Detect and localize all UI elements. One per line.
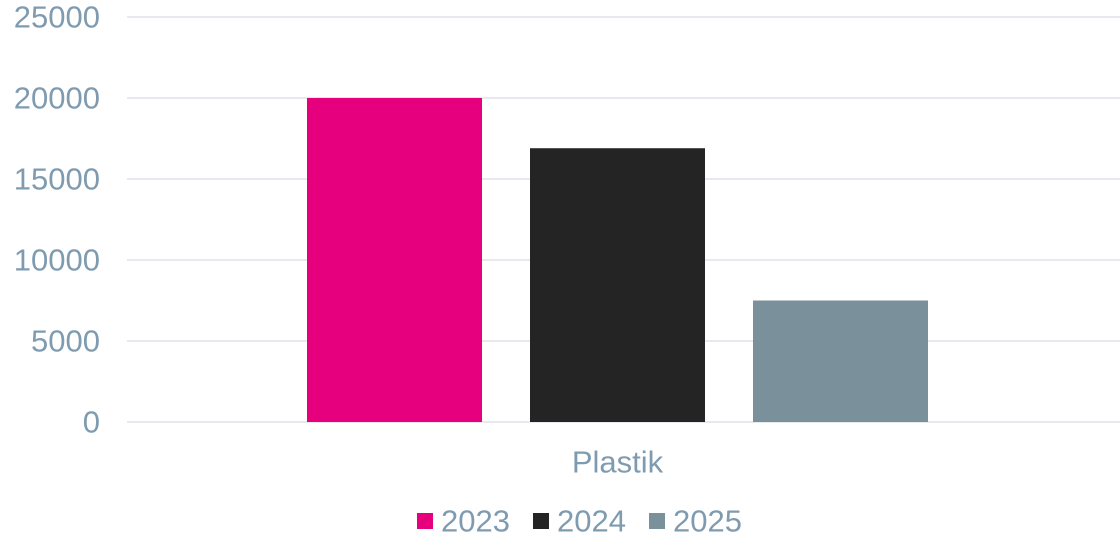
bar-2024-plastik: [530, 148, 705, 422]
legend-label-2023: 2023: [441, 504, 510, 537]
x-category-label: Plastik: [572, 445, 664, 480]
y-tick-label: 10000: [14, 243, 100, 278]
bar-2023-plastik: [307, 98, 482, 422]
x-axis: Plastik: [572, 445, 664, 480]
legend-swatch-2023: [417, 513, 433, 529]
legend-label-2025: 2025: [673, 504, 742, 537]
y-tick-label: 20000: [14, 81, 100, 116]
y-tick-label: 0: [83, 405, 100, 440]
legend-label-2024: 2024: [557, 504, 626, 537]
bar-2025-plastik: [753, 300, 928, 422]
legend-swatch-2025: [649, 513, 665, 529]
legend: 2023 2024 2025: [417, 504, 742, 537]
y-tick-label: 5000: [31, 324, 100, 359]
y-tick-label: 25000: [14, 0, 100, 35]
bars: [307, 98, 928, 422]
legend-swatch-2024: [533, 513, 549, 529]
y-tick-label: 15000: [14, 162, 100, 197]
y-axis: 0 5000 10000 15000 20000 25000: [14, 0, 100, 440]
